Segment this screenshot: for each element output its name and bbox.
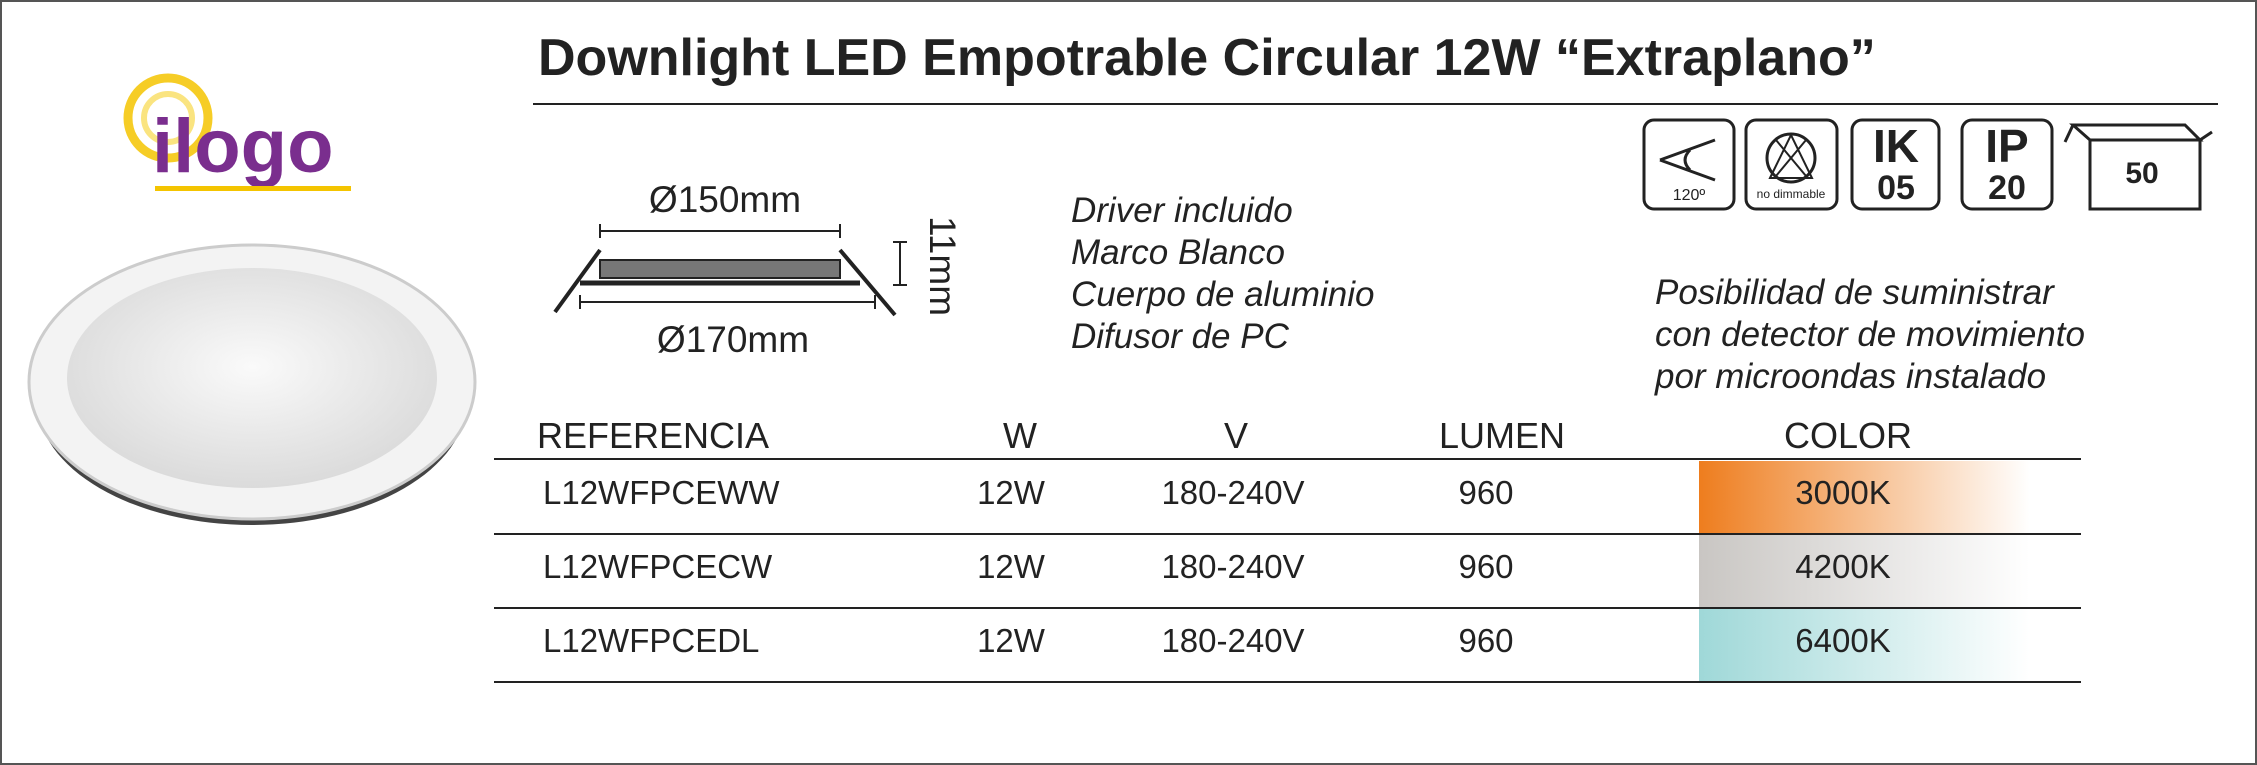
title: Downlight LED Empotrable Circular 12W “E… <box>538 29 1876 87</box>
feature: Marco Blanco <box>1071 233 1285 272</box>
feature: Difusor de PC <box>1071 317 1290 356</box>
table-cell: 3000K <box>1795 474 1890 511</box>
table-cell: 180-240V <box>1161 548 1304 585</box>
logo: ilogo <box>123 73 351 191</box>
table-cell: 960 <box>1458 548 1513 585</box>
lamp-image <box>27 243 477 525</box>
table-cell: L12WFPCECW <box>543 548 773 585</box>
table-header: COLOR <box>1784 415 1912 456</box>
dimension-label: Ø170mm <box>657 319 809 360</box>
table-cell: 12W <box>977 474 1046 511</box>
note-line: con detector de movimiento <box>1655 315 2085 354</box>
dimension-drawing <box>553 224 907 317</box>
icons <box>1642 118 2213 211</box>
icon-label: IK <box>1873 120 1919 172</box>
table-header: LUMEN <box>1439 415 1565 456</box>
color-swatch <box>1699 461 2030 533</box>
table-cell: 180-240V <box>1161 622 1304 659</box>
dimension-label: 11mm <box>922 216 963 316</box>
table-cell: 6400K <box>1795 622 1890 659</box>
icon-label: 120º <box>1673 187 1706 204</box>
table-cell: 12W <box>977 622 1046 659</box>
table-header: W <box>1003 415 1037 456</box>
table-cell: 12W <box>977 548 1046 585</box>
color-swatch <box>1699 535 2030 607</box>
feature: Driver incluido <box>1071 191 1293 230</box>
icon-label: no dimmable <box>1757 187 1826 201</box>
logo-text: ilogo <box>152 104 334 189</box>
note-line: por microondas instalado <box>1654 357 2046 396</box>
table-cell: 960 <box>1458 622 1513 659</box>
color-swatch <box>1699 609 2030 681</box>
dimension-label: Ø150mm <box>649 179 801 220</box>
table-cell: 4200K <box>1795 548 1890 585</box>
table-header: REFERENCIA <box>537 415 769 456</box>
table-cell: 960 <box>1458 474 1513 511</box>
table-header: V <box>1224 415 1248 456</box>
note-line: Posibilidad de suministrar <box>1655 273 2055 312</box>
icon-value: 20 <box>1988 169 2026 207</box>
table-cell: L12WFPCEWW <box>543 474 780 511</box>
feature: Cuerpo de aluminio <box>1071 275 1375 314</box>
table-cell: L12WFPCEDL <box>543 622 759 659</box>
icon-label: IP <box>1985 120 2028 172</box>
table-cell: 180-240V <box>1161 474 1304 511</box>
icon-value: 05 <box>1877 169 1915 207</box>
icon-label: 50 <box>2125 157 2158 190</box>
